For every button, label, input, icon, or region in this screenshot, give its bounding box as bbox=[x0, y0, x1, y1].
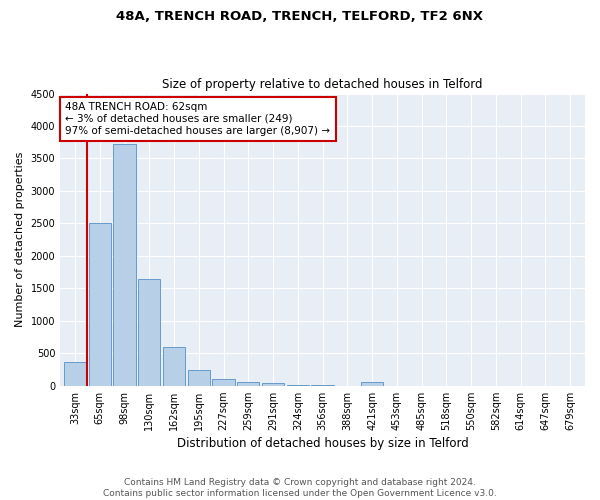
Bar bbox=[138, 279, 160, 386]
Bar bbox=[287, 385, 309, 386]
Bar bbox=[237, 382, 259, 386]
Bar bbox=[64, 362, 86, 386]
Y-axis label: Number of detached properties: Number of detached properties bbox=[15, 152, 25, 328]
Bar bbox=[163, 346, 185, 386]
Text: 48A TRENCH ROAD: 62sqm
← 3% of detached houses are smaller (249)
97% of semi-det: 48A TRENCH ROAD: 62sqm ← 3% of detached … bbox=[65, 102, 331, 136]
Bar bbox=[361, 382, 383, 386]
Bar bbox=[262, 383, 284, 386]
Bar bbox=[113, 144, 136, 386]
Text: 48A, TRENCH ROAD, TRENCH, TELFORD, TF2 6NX: 48A, TRENCH ROAD, TRENCH, TELFORD, TF2 6… bbox=[116, 10, 484, 23]
X-axis label: Distribution of detached houses by size in Telford: Distribution of detached houses by size … bbox=[177, 437, 469, 450]
Bar bbox=[212, 378, 235, 386]
Title: Size of property relative to detached houses in Telford: Size of property relative to detached ho… bbox=[163, 78, 483, 91]
Bar bbox=[89, 224, 111, 386]
Text: Contains HM Land Registry data © Crown copyright and database right 2024.
Contai: Contains HM Land Registry data © Crown c… bbox=[103, 478, 497, 498]
Bar bbox=[188, 370, 210, 386]
